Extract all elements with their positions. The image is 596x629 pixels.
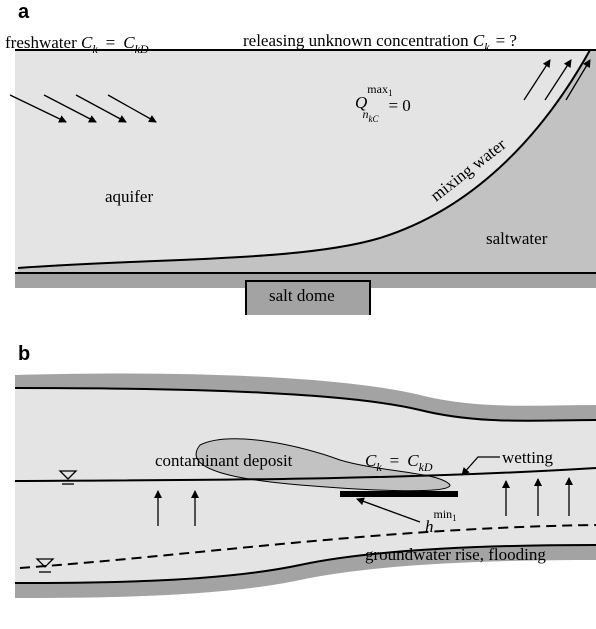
- text-part: releasing unknown concentration: [243, 31, 469, 50]
- panel-label: b: [18, 343, 30, 365]
- text-part: = 0: [388, 96, 410, 115]
- text-part: =: [390, 451, 400, 470]
- text-part: = ?: [496, 31, 517, 50]
- text-part: min: [434, 507, 453, 521]
- panel-a: a freshwater Ck = CkD releasing unknown co…: [5, 1, 596, 315]
- panel-label: a: [18, 1, 30, 23]
- text-part: C: [81, 33, 93, 52]
- text-part: kD: [419, 460, 433, 474]
- text-part: C: [473, 31, 485, 50]
- text-part: k: [92, 42, 98, 56]
- label: salt dome: [269, 286, 335, 305]
- text-part: max: [367, 82, 388, 96]
- text-part: kC: [368, 114, 379, 124]
- text-part: C: [123, 33, 135, 52]
- barrier: [340, 491, 458, 497]
- label: wetting: [502, 448, 553, 467]
- text-part: freshwater: [5, 33, 77, 52]
- text-part: =: [106, 33, 116, 52]
- text-part: k: [484, 40, 490, 54]
- text-part: kD: [135, 42, 149, 56]
- text-part: C: [407, 451, 419, 470]
- label: aquifer: [105, 187, 153, 206]
- panel-b: b contaminant deposit Ck = CkD wetting hmi…: [15, 343, 596, 598]
- label: saltwater: [486, 229, 548, 248]
- text-part: 1: [452, 513, 457, 523]
- label: contaminant deposit: [155, 451, 293, 470]
- text-part: k: [376, 460, 382, 474]
- text-part: C: [365, 451, 377, 470]
- label: groundwater rise, flooding: [365, 545, 546, 564]
- text-part: h: [425, 517, 434, 536]
